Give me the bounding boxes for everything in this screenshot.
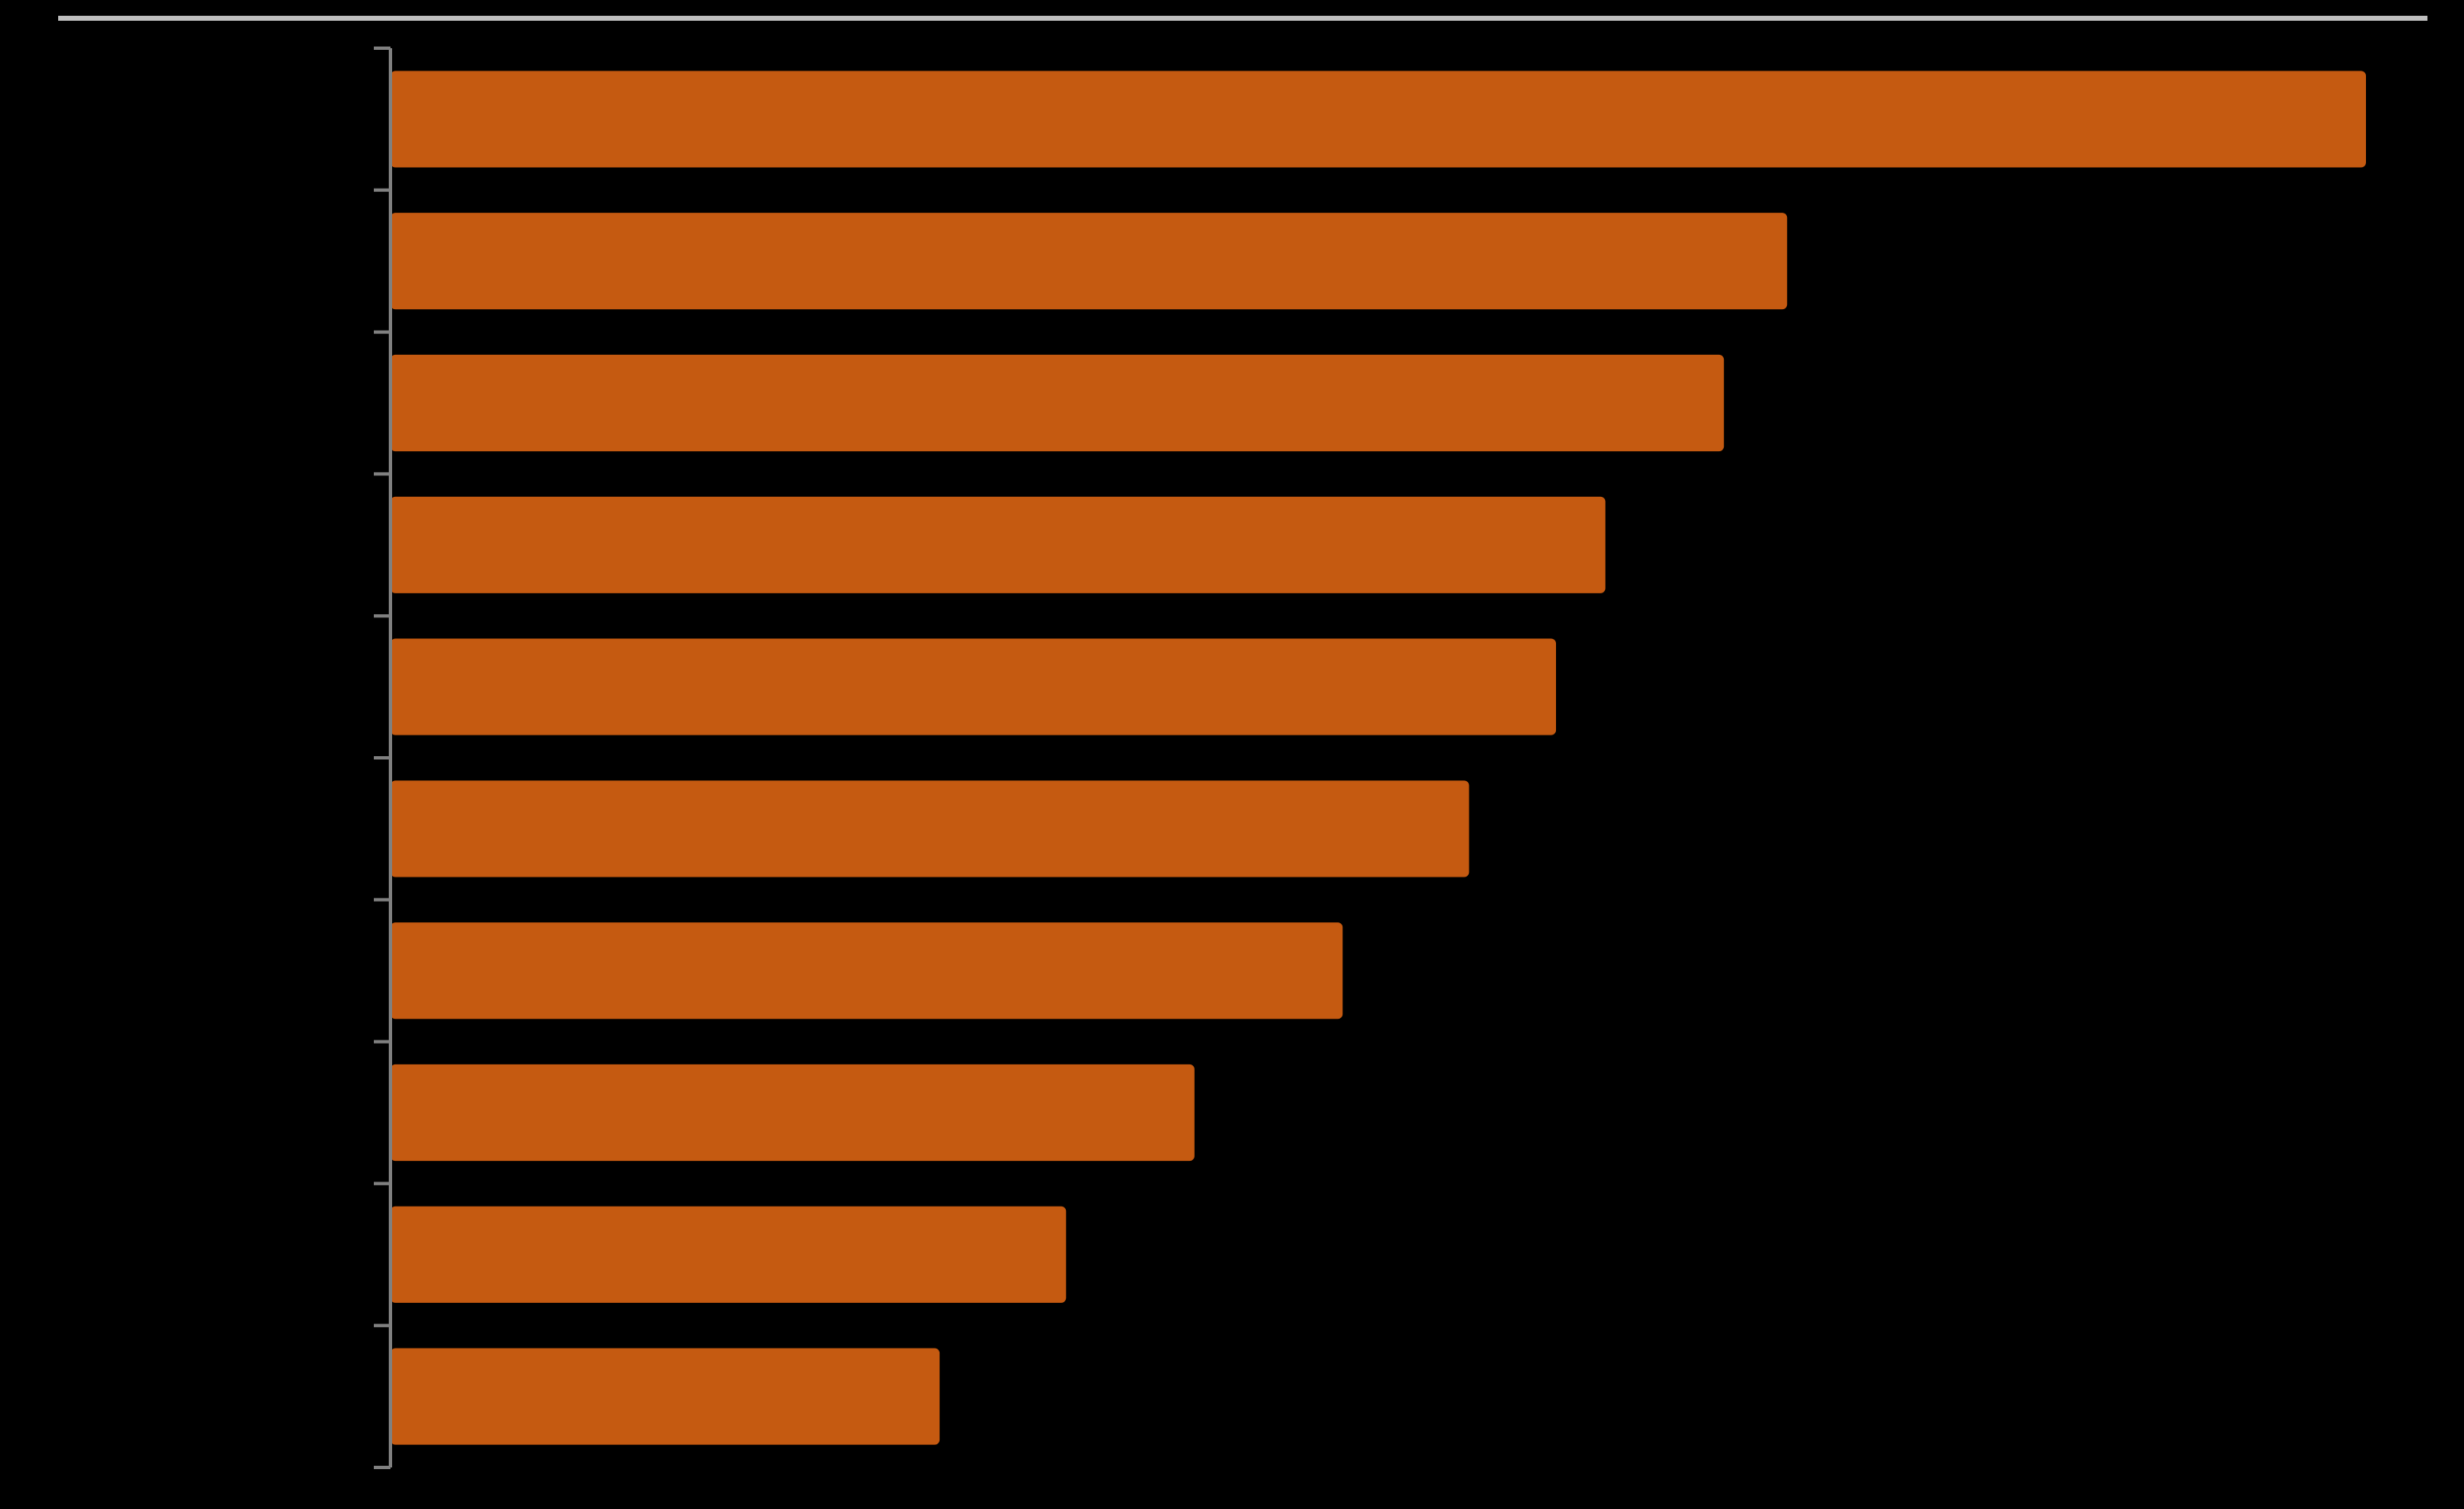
bar-1 [390, 71, 2366, 168]
bar-2 [390, 213, 1788, 310]
bar-7 [390, 922, 1343, 1020]
category-axis [374, 47, 392, 1469]
bar-4 [390, 496, 1606, 593]
bar-8 [390, 1064, 1195, 1162]
bar-5 [390, 638, 1557, 735]
bars-group [390, 71, 2366, 1445]
bar-9 [390, 1206, 1067, 1303]
bar-6 [390, 780, 1470, 877]
bar-10 [390, 1348, 940, 1445]
bar-3 [390, 354, 1725, 452]
